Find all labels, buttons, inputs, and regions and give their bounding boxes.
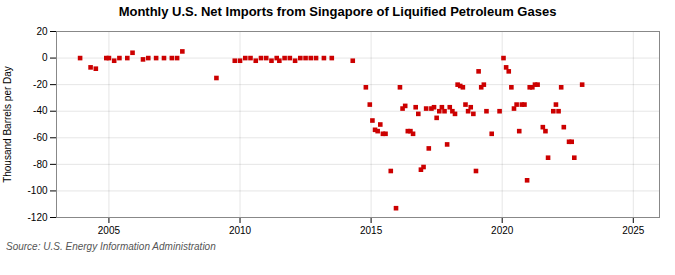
svg-text:2025: 2025 [622, 225, 645, 236]
svg-text:-120: -120 [27, 212, 47, 223]
svg-text:-80: -80 [33, 159, 48, 170]
svg-text:-60: -60 [33, 132, 48, 143]
svg-text:20: 20 [36, 26, 48, 37]
svg-text:-40: -40 [33, 105, 48, 116]
svg-text:2005: 2005 [98, 225, 121, 236]
svg-text:0: 0 [42, 52, 48, 63]
svg-text:2020: 2020 [491, 225, 514, 236]
svg-text:2010: 2010 [229, 225, 252, 236]
svg-text:-20: -20 [33, 79, 48, 90]
svg-text:Thousand Barrels per Day: Thousand Barrels per Day [2, 66, 13, 183]
svg-text:-100: -100 [27, 185, 47, 196]
html-text:Source: U.S. Energy Informatio: Source: U.S. Energy Information Administ… [6, 241, 216, 252]
html-text:Monthly U.S. Net Imports from: Monthly U.S. Net Imports from Singapore … [118, 4, 557, 19]
svg-text:2015: 2015 [360, 225, 383, 236]
